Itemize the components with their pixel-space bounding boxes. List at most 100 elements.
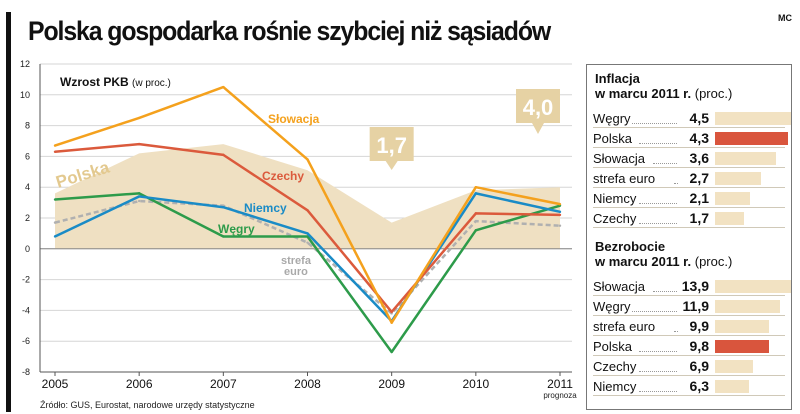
inflation-row-value: 1,7: [689, 210, 709, 226]
unemployment-row-bar: [715, 280, 791, 293]
unemployment-row: Słowacja 13,9: [593, 276, 791, 296]
unemployment-row-bar: [715, 300, 781, 313]
data-point: [390, 350, 393, 354]
callout-2009-text: 1,7: [376, 133, 407, 158]
unemployment-row: Polska 9,8: [593, 336, 785, 356]
x-tick-label: 2011: [547, 377, 573, 391]
data-point: [137, 116, 141, 120]
data-point: [137, 199, 141, 203]
data-point: [558, 210, 562, 214]
unemployment-row-leader: [653, 291, 677, 292]
unemployment-title-line2: w marcu 2011 r.: [595, 254, 692, 269]
unemployment-row-value: 9,8: [689, 338, 709, 354]
unemployment-row-value: 11,9: [682, 298, 709, 314]
y-tick-label: -8: [22, 367, 30, 377]
y-tick-label: 0: [25, 244, 30, 254]
gdp-growth-chart: -8 -6 -4 -2 0 2 4 6 8 10 12 2005 2006 2007 2008 2009 201…: [20, 59, 577, 400]
callout-2011-box: [516, 89, 560, 134]
unemployment-row-leader: [639, 351, 677, 352]
data-point: [222, 235, 225, 238]
data-point: [558, 202, 562, 206]
inflation-title-line1: Inflacja: [595, 71, 640, 86]
unemployment-title: Bezrobocie w marcu 2011 r. (proc.): [595, 239, 732, 269]
unemployment-row-label: Polska: [593, 339, 633, 354]
x-tick-label: 2008: [294, 377, 321, 391]
row-divider: [593, 167, 785, 168]
inflation-row-label: Czechy: [593, 211, 637, 226]
data-point: [137, 142, 141, 146]
y-tick-label: 10: [20, 90, 30, 100]
unemployment-row: strefa euro 9,9: [593, 316, 785, 336]
unemployment-row-value: 6,3: [689, 378, 709, 394]
data-point: [390, 310, 393, 314]
y-tick-label: 4: [25, 182, 30, 192]
data-point: [306, 241, 309, 244]
x-tick-label: 2006: [126, 377, 153, 391]
unemployment-row-leader: [639, 371, 677, 372]
side-panel: Inflacja w marcu 2011 r. (proc.) Węgry 4,…: [586, 64, 792, 410]
unemployment-row-bar: [715, 340, 769, 353]
inflation-row-value: 3,6: [689, 150, 709, 166]
inflation-row: Węgry 4,5: [593, 108, 791, 128]
callout-2011-text: 4,0: [523, 95, 554, 120]
label-slowacja: Słowacja: [268, 112, 320, 126]
page-title: Polska gospodarka rośnie szybciej niż są…: [28, 16, 551, 46]
data-point: [474, 192, 478, 195]
unemployment-row-label: strefa euro: [593, 319, 656, 334]
unemployment-row: Niemcy 6,3: [593, 376, 785, 396]
unemployment-row-leader: [639, 391, 677, 392]
x-tick-sublabel: prognoza: [543, 391, 577, 400]
label-niemcy: Niemcy: [244, 201, 287, 215]
x-tick-label: 2009: [378, 377, 405, 391]
data-point: [53, 221, 57, 224]
y-tick-label: 2: [25, 213, 30, 223]
data-point: [306, 158, 309, 161]
row-divider: [593, 335, 785, 336]
callout-2009-box: [369, 127, 414, 170]
data-point: [474, 229, 478, 232]
data-point: [53, 235, 57, 238]
row-divider: [593, 187, 785, 188]
inflation-row-bar: [715, 192, 751, 205]
label-strefa-euro-2: euro: [284, 266, 308, 278]
inflation-row-bar: [715, 212, 744, 225]
inflation-row-label: strefa euro: [593, 171, 656, 186]
y-tick-label: -6: [22, 336, 30, 346]
inflation-row-value: 4,3: [689, 130, 709, 146]
data-point: [222, 85, 225, 89]
unemployment-row-label: Niemcy: [593, 379, 637, 394]
inflation-row-leader: [639, 203, 677, 204]
unemployment-title-line1: Bezrobocie: [595, 239, 666, 254]
inflation-row-bar: [715, 132, 788, 145]
inflation-title-line2: w marcu 2011 r.: [595, 86, 692, 101]
label-strefa-euro-1: strefa: [281, 255, 312, 267]
data-point: [474, 212, 478, 215]
title-accent-bar: [6, 12, 11, 412]
unemployment-row-value: 6,9: [689, 358, 709, 374]
inflation-unit: (proc.): [694, 86, 733, 101]
unemployment-row-label: Czechy: [593, 359, 637, 374]
inflation-row-leader: [639, 143, 677, 144]
inflation-row: strefa euro 2,7: [593, 168, 785, 188]
row-divider: [593, 395, 785, 396]
inflation-row-leader: [632, 123, 677, 124]
unemployment-row-value: 13,9: [681, 278, 709, 294]
label-czechy: Czechy: [262, 169, 304, 183]
unemployment-row: Węgry 11,9: [593, 296, 785, 316]
data-point: [474, 219, 478, 223]
source-note: Źródło: GUS, Eurostat, narodowe urzędy s…: [40, 400, 255, 410]
label-wegry: Węgry: [218, 222, 255, 236]
y-tick-label: -2: [22, 275, 30, 285]
unemployment-row-bar: [715, 320, 770, 333]
data-point: [137, 195, 141, 198]
data-point: [306, 209, 309, 212]
inflation-row-label: Polska: [593, 131, 633, 146]
unemployment-row-label: Węgry: [593, 299, 631, 314]
inflation-row-value: 4,5: [689, 110, 709, 126]
x-tick-label: 2005: [42, 377, 69, 391]
unemployment-row-leader: [632, 311, 677, 312]
y-tick-label: -4: [22, 305, 30, 315]
series-area-polska: [55, 144, 560, 249]
inflation-row-label: Słowacja: [593, 151, 646, 166]
row-divider: [593, 127, 785, 128]
